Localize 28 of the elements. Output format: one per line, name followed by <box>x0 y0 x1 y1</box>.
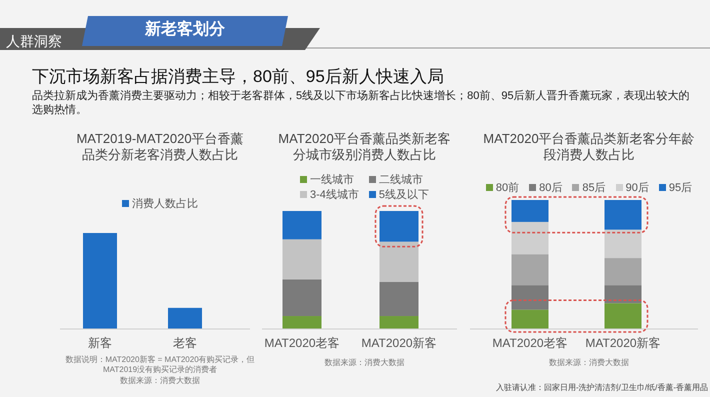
text: 数据说明：MAT2020新客 = MAT2020有购买记录，但MAT2019没有购买记录的消费者 <box>65 355 255 375</box>
text: 下沉市场新客占据消费主导，80前、95后新人快速入局 <box>32 66 445 88</box>
x-tick-label: MAT2020新客 <box>361 336 437 350</box>
legend-label: 80后 <box>538 181 562 195</box>
chart-title: MAT2020平台香薰品类新老客分城市级别消费人数占比 <box>277 131 452 163</box>
source-note: 数据来源：消费大数据 <box>119 376 201 386</box>
legend-label: 3-4线城市 <box>308 188 359 202</box>
x-tick-label: MAT2020老客 <box>492 336 568 350</box>
legend-label: 二线城市 <box>378 172 424 187</box>
text: 新老客划分 <box>144 19 226 40</box>
chart-title: MAT2019-MAT2020平台香薰品类分新老客消费人数占比 <box>75 131 245 163</box>
text: 入驻请认准：回家日用-洗护清洁剂/卫生巾/纸/香薰-香薰用品 <box>495 382 708 393</box>
x-tick-label: 新客 <box>88 336 112 350</box>
legend-label: 90后 <box>624 181 649 195</box>
text: 人群洞察 <box>6 33 63 51</box>
legend-label: 85后 <box>581 181 606 195</box>
x-tick-label: MAT2020新客 <box>585 336 661 350</box>
legend-label: 95后 <box>668 181 692 195</box>
legend-label: 5线及以下 <box>378 188 430 202</box>
chart-title: MAT2020平台香薰品类新老客分年龄段消费人数占比 <box>482 131 696 163</box>
x-tick-label: 老客 <box>173 336 197 350</box>
legend-label: 一线城市 <box>308 172 355 187</box>
source-note: 数据来源：消费大数据 <box>324 358 406 368</box>
text: 品类拉新成为香薰消费主要驱动力；相较于老客群体，5线及以下市场新客占比快速增长；80前、95后新人晋升香薰玩家，表现出较大的选购热情。 <box>32 89 691 117</box>
source-note: 数据来源：消费大数据 <box>548 358 630 368</box>
legend-label: 80前 <box>494 181 520 195</box>
legend-label: 消费人数占比 <box>131 197 198 211</box>
x-tick-label: MAT2020老客 <box>264 336 340 350</box>
